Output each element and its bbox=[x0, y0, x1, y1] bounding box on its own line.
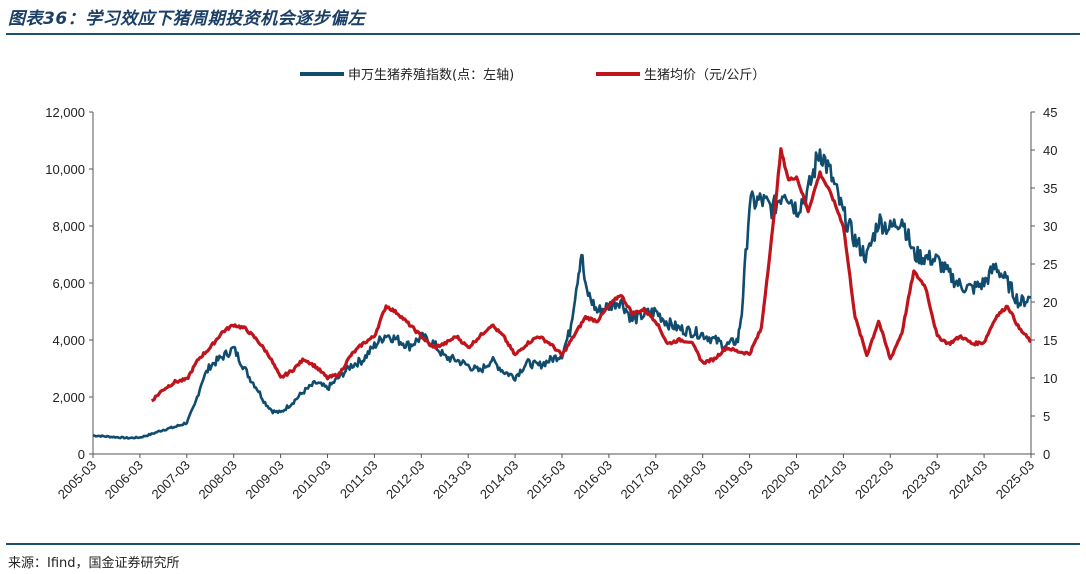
right-tick-label: 10 bbox=[1043, 371, 1057, 386]
x-tick-label: 2018-03 bbox=[664, 458, 708, 502]
legend-label-2: 生猪均价（元/公斤） bbox=[644, 68, 765, 83]
x-tick-label: 2020-03 bbox=[758, 458, 802, 502]
right-tick-label: 5 bbox=[1043, 409, 1050, 424]
x-tick-label: 2022-03 bbox=[852, 458, 896, 502]
source-rule bbox=[6, 543, 1080, 545]
source-note: 来源：Ifind，国金证券研究所 bbox=[8, 556, 180, 571]
left-tick-label: 6,000 bbox=[52, 276, 85, 291]
series-layer bbox=[93, 147, 1032, 440]
x-tick-label: 2005-03 bbox=[55, 458, 99, 502]
x-tick-label: 2025-03 bbox=[993, 458, 1037, 502]
x-tick-label: 2023-03 bbox=[899, 458, 943, 502]
x-tick-label: 2024-03 bbox=[946, 458, 990, 502]
title-rule bbox=[6, 33, 1080, 35]
x-tick-label: 2008-03 bbox=[195, 458, 239, 502]
legend-label-1: 申万生猪养殖指数(点：左轴) bbox=[348, 67, 514, 83]
series-line-2 bbox=[150, 147, 1032, 403]
x-tick-label: 2013-03 bbox=[430, 458, 474, 502]
axes: 0 2,000 4,000 6,000 8,000 10,000 12,000 0 5 10 15 2… bbox=[45, 105, 1057, 502]
x-tick-label: 2017-03 bbox=[618, 458, 662, 502]
left-tick-label: 4,000 bbox=[52, 333, 85, 348]
right-tick-label: 15 bbox=[1043, 333, 1057, 348]
x-tick-label: 2016-03 bbox=[571, 458, 615, 502]
x-tick-label: 2006-03 bbox=[102, 458, 146, 502]
right-tick-label: 40 bbox=[1043, 143, 1057, 158]
x-tick-label: 2019-03 bbox=[711, 458, 755, 502]
x-tick-label: 2014-03 bbox=[477, 458, 521, 502]
right-tick-label: 45 bbox=[1043, 105, 1057, 120]
x-tick-label: 2007-03 bbox=[149, 458, 193, 502]
right-tick-label: 20 bbox=[1043, 295, 1057, 310]
right-tick-label: 0 bbox=[1043, 447, 1050, 462]
left-tick-label: 0 bbox=[78, 447, 85, 462]
x-tick-label: 2010-03 bbox=[289, 458, 333, 502]
left-tick-label: 8,000 bbox=[52, 219, 85, 234]
right-tick-label: 25 bbox=[1043, 257, 1057, 272]
x-tick-label: 2015-03 bbox=[524, 458, 568, 502]
left-tick-label: 12,000 bbox=[45, 105, 85, 120]
series-line-1 bbox=[93, 148, 1031, 440]
left-tick-label: 2,000 bbox=[52, 390, 85, 405]
x-tick-label: 2012-03 bbox=[383, 458, 427, 502]
x-tick-label: 2009-03 bbox=[242, 458, 286, 502]
figure-title: 图表36：学习效应下猪周期投资机会逐步偏左 bbox=[8, 9, 366, 29]
left-tick-label: 10,000 bbox=[45, 162, 85, 177]
legend: 申万生猪养殖指数(点：左轴) 生猪均价（元/公斤） bbox=[300, 67, 765, 83]
x-tick-label: 2011-03 bbox=[337, 458, 381, 502]
right-tick-label: 35 bbox=[1043, 181, 1057, 196]
x-tick-label: 2021-03 bbox=[805, 458, 849, 502]
right-tick-label: 30 bbox=[1043, 219, 1057, 234]
